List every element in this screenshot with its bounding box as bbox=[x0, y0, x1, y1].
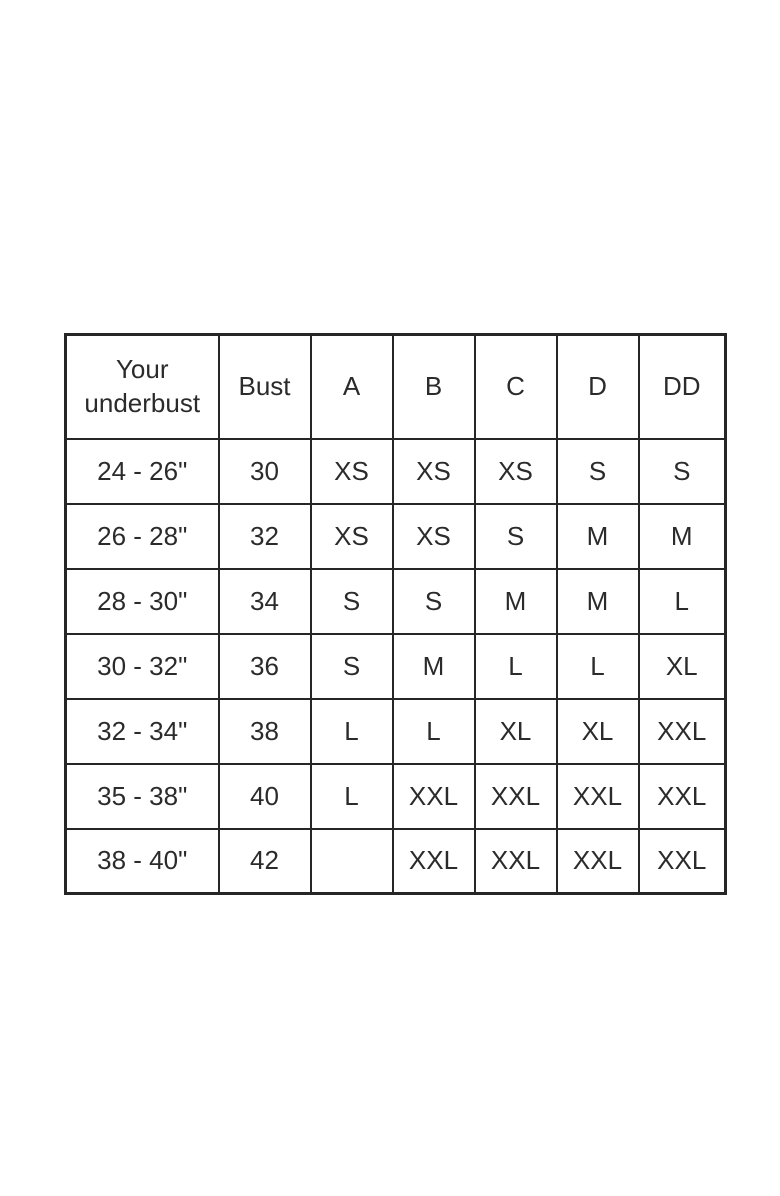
cell-underbust: 30 - 32" bbox=[64, 632, 220, 700]
table-header-row: Your underbust Bust A B C D DD bbox=[64, 333, 727, 440]
cell-size-d: XXL bbox=[555, 762, 640, 830]
table-row: 30 - 32" 36 S M L L XL bbox=[64, 632, 727, 700]
cell-size-dd: L bbox=[637, 567, 727, 635]
cell-size-dd: M bbox=[637, 502, 727, 570]
cell-size-b: L bbox=[391, 697, 476, 765]
col-header-cup-d: D bbox=[555, 333, 640, 440]
table-row: 35 - 38" 40 L XXL XXL XXL XXL bbox=[64, 762, 727, 830]
cell-size-a: XS bbox=[309, 437, 394, 505]
cell-size-d: L bbox=[555, 632, 640, 700]
cell-size-dd: XL bbox=[637, 632, 727, 700]
cell-size-b: XS bbox=[391, 437, 476, 505]
cell-bust: 36 bbox=[217, 632, 312, 700]
cell-size-a: L bbox=[309, 762, 394, 830]
cell-underbust: 24 - 26" bbox=[64, 437, 220, 505]
col-header-cup-dd: DD bbox=[637, 333, 727, 440]
cell-size-a-empty bbox=[309, 827, 394, 895]
cell-size-a: XS bbox=[309, 502, 394, 570]
col-header-bust: Bust bbox=[217, 333, 312, 440]
table-row: 24 - 26" 30 XS XS XS S S bbox=[64, 437, 727, 505]
table-row: 38 - 40" 42 XXL XXL XXL XXL bbox=[64, 827, 727, 895]
cell-underbust: 28 - 30" bbox=[64, 567, 220, 635]
cell-bust: 32 bbox=[217, 502, 312, 570]
cell-size-a: S bbox=[309, 567, 394, 635]
cell-size-b: XXL bbox=[391, 762, 476, 830]
cell-size-d: XL bbox=[555, 697, 640, 765]
cell-size-dd: XXL bbox=[637, 762, 727, 830]
table-row: 26 - 28" 32 XS XS S M M bbox=[64, 502, 727, 570]
cell-bust: 34 bbox=[217, 567, 312, 635]
cell-size-d: M bbox=[555, 502, 640, 570]
cell-size-c: XS bbox=[473, 437, 558, 505]
cell-size-b: XXL bbox=[391, 827, 476, 895]
col-header-underbust: Your underbust bbox=[64, 333, 220, 440]
cell-underbust: 38 - 40" bbox=[64, 827, 220, 895]
col-header-cup-c: C bbox=[473, 333, 558, 440]
cell-size-dd: XXL bbox=[637, 697, 727, 765]
cell-size-c: S bbox=[473, 502, 558, 570]
cell-underbust: 32 - 34" bbox=[64, 697, 220, 765]
cell-bust: 30 bbox=[217, 437, 312, 505]
cell-size-b: M bbox=[391, 632, 476, 700]
cell-size-a: L bbox=[309, 697, 394, 765]
cell-size-c: XL bbox=[473, 697, 558, 765]
cell-size-b: S bbox=[391, 567, 476, 635]
cell-size-c: XXL bbox=[473, 827, 558, 895]
size-chart-table: Your underbust Bust A B C D DD 24 - 26" … bbox=[64, 333, 727, 895]
cell-size-d: S bbox=[555, 437, 640, 505]
cell-size-a: S bbox=[309, 632, 394, 700]
col-header-cup-b: B bbox=[391, 333, 476, 440]
cell-size-c: XXL bbox=[473, 762, 558, 830]
cell-bust: 40 bbox=[217, 762, 312, 830]
cell-size-c: L bbox=[473, 632, 558, 700]
cell-bust: 42 bbox=[217, 827, 312, 895]
cell-underbust: 35 - 38" bbox=[64, 762, 220, 830]
cell-underbust: 26 - 28" bbox=[64, 502, 220, 570]
col-header-cup-a: A bbox=[309, 333, 394, 440]
cell-size-c: M bbox=[473, 567, 558, 635]
table-row: 28 - 30" 34 S S M M L bbox=[64, 567, 727, 635]
cell-size-d: M bbox=[555, 567, 640, 635]
cell-size-b: XS bbox=[391, 502, 476, 570]
cell-size-d: XXL bbox=[555, 827, 640, 895]
cell-size-dd: XXL bbox=[637, 827, 727, 895]
cell-size-dd: S bbox=[637, 437, 727, 505]
cell-bust: 38 bbox=[217, 697, 312, 765]
table-row: 32 - 34" 38 L L XL XL XXL bbox=[64, 697, 727, 765]
